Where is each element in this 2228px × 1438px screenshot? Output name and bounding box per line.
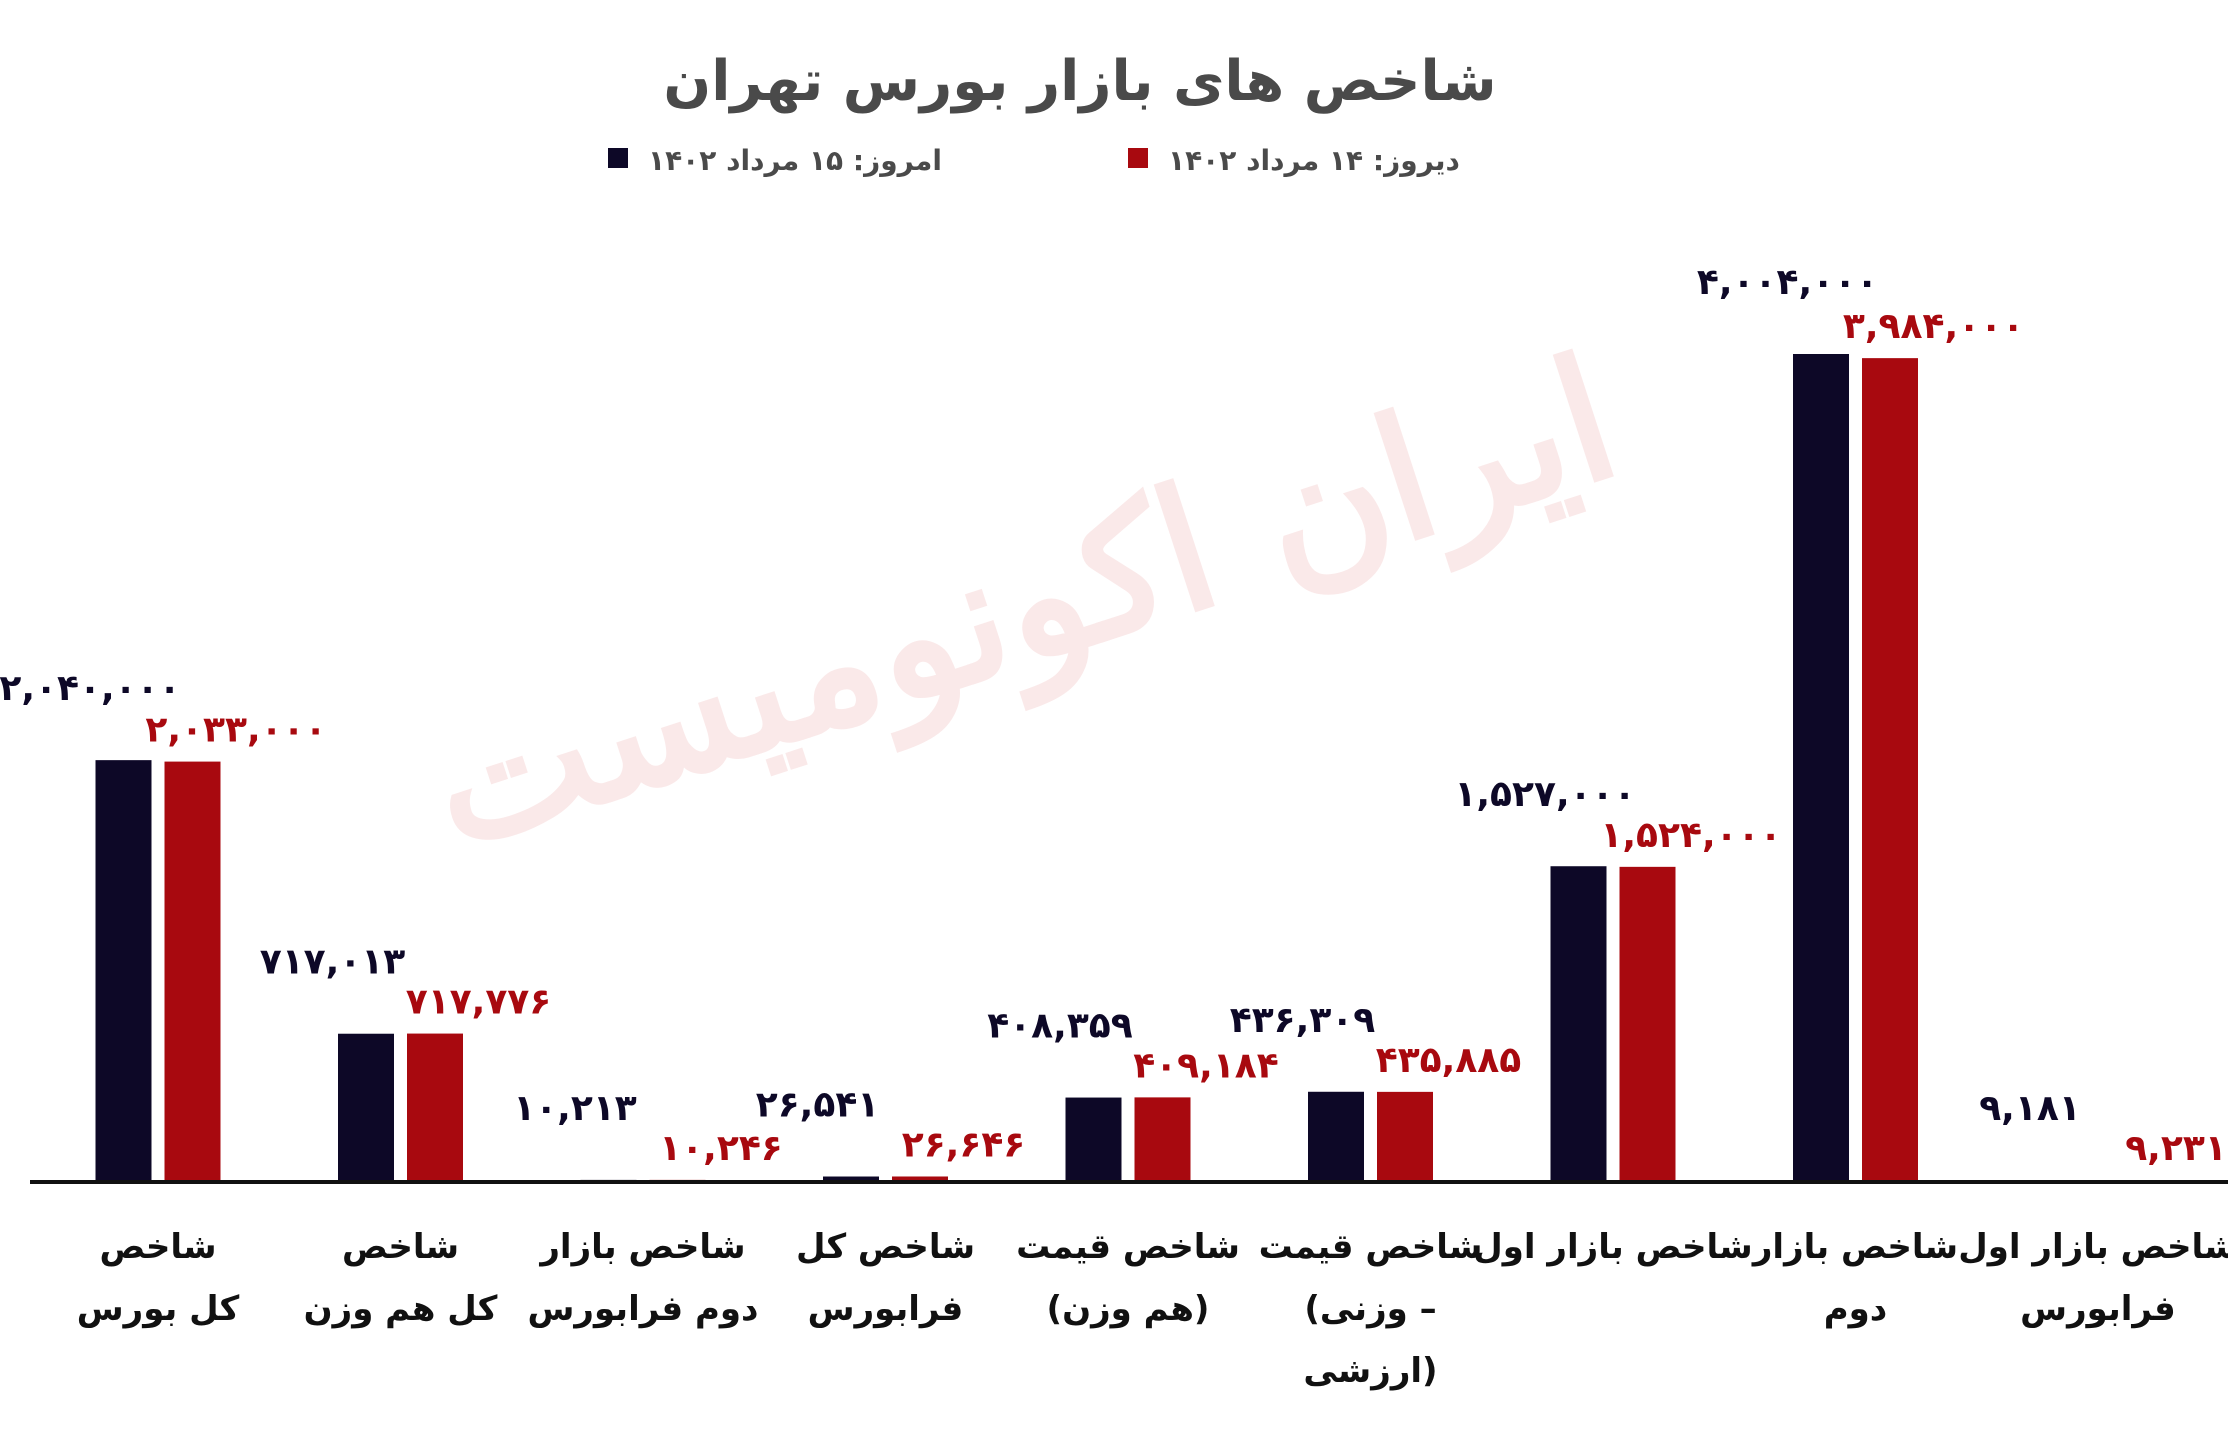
bar-yesterday-4: [1134, 1097, 1191, 1182]
category-label-0-line-0: شاخص: [99, 1227, 216, 1267]
category-label-5-line-0: شاخص قیمت: [1259, 1227, 1483, 1267]
category-label-3-line-0: شاخص کل: [796, 1227, 975, 1267]
bar-today-3: [823, 1176, 879, 1182]
category-label-1-line-0: شاخص: [342, 1227, 459, 1267]
bar-yesterday-5: [1377, 1091, 1433, 1182]
data-label-today-1: ۷۱۷,۰۱۳: [260, 942, 406, 983]
data-label-yesterday-6: ۱,۵۲۴,۰۰۰: [1600, 815, 1781, 856]
category-label-0-line-1: کل بورس: [77, 1289, 240, 1329]
category-label-1-line-1: کل هم وزن: [304, 1289, 498, 1329]
legend-label-yesterday: دیروز: ۱۴ مرداد ۱۴۰۲: [1168, 144, 1460, 177]
data-label-today-5: ۴۳۶,۳۰۹: [1230, 1000, 1376, 1041]
data-label-today-6: ۱,۵۲۷,۰۰۰: [1454, 774, 1635, 815]
data-label-yesterday-1: ۷۱۷,۷۷۶: [406, 982, 552, 1023]
chart-title: شاخص های بازار بورس تهران: [663, 49, 1496, 114]
data-label-today-2: ۱۰,۲۱۳: [513, 1088, 637, 1129]
bar-yesterday-3: [892, 1176, 948, 1182]
data-label-today-7: ۴,۰۰۴,۰۰۰: [1697, 262, 1878, 303]
data-label-yesterday-5: ۴۳۵,۸۸۵: [1376, 1040, 1522, 1081]
category-label-5-line-1: (وزنی –: [1304, 1289, 1436, 1329]
data-label-today-8: ۹,۱۸۱: [1979, 1088, 2081, 1129]
bar-today-6: [1550, 866, 1607, 1182]
bar-yesterday-6: [1619, 866, 1676, 1182]
legend-label-today: امروز: ۱۵ مرداد ۱۴۰۲: [648, 144, 942, 177]
category-label-8-line-0: شاخص بازار اول: [1958, 1227, 2228, 1267]
category-label-6-line-0: شاخص بازار اول: [1473, 1227, 1752, 1267]
bar-today-7: [1793, 354, 1849, 1182]
category-label-7-line-0: شاخص بازار: [1751, 1227, 1958, 1267]
legend-swatch-today: [608, 148, 628, 168]
bar-today-5: [1308, 1091, 1364, 1182]
data-label-yesterday-0: ۲,۰۳۳,۰۰۰: [145, 710, 326, 751]
data-label-yesterday-3: ۲۶,۶۴۶: [902, 1124, 1026, 1165]
data-label-yesterday-2: ۱۰,۲۴۶: [659, 1128, 783, 1169]
category-label-8-line-1: فرابورس: [2020, 1289, 2176, 1329]
bar-today-0: [95, 760, 152, 1182]
category-label-5-line-2: ارزشی): [1303, 1351, 1437, 1391]
category-label-4-line-1: (هم وزن): [1047, 1289, 1210, 1329]
category-label-4-line-0: شاخص قیمت: [1016, 1227, 1240, 1267]
data-label-today-3: ۲۶,۵۴۱: [756, 1085, 880, 1126]
bar-today-1: [338, 1033, 394, 1182]
category-label-2-line-1: دوم فرابورس: [528, 1289, 759, 1329]
bar-today-4: [1065, 1097, 1122, 1182]
category-label-3-line-1: فرابورس: [808, 1289, 964, 1329]
data-label-today-4: ۴۰۸,۳۵۹: [987, 1006, 1133, 1047]
legend-swatch-yesterday: [1128, 148, 1148, 168]
data-label-yesterday-8: ۹,۲۳۱: [2125, 1128, 2227, 1169]
bar-yesterday-0: [164, 761, 221, 1182]
category-label-7-line-1: دوم: [1824, 1289, 1888, 1329]
data-label-yesterday-7: ۳,۹۸۴,۰۰۰: [1843, 306, 2024, 347]
category-label-2-line-0: شاخص بازار: [538, 1227, 745, 1267]
data-label-today-0: ۲,۰۴۰,۰۰۰: [0, 668, 181, 709]
data-label-yesterday-4: ۴۰۹,۱۸۴: [1133, 1045, 1279, 1086]
bar-yesterday-1: [407, 1033, 463, 1182]
bar-yesterday-7: [1862, 358, 1918, 1182]
